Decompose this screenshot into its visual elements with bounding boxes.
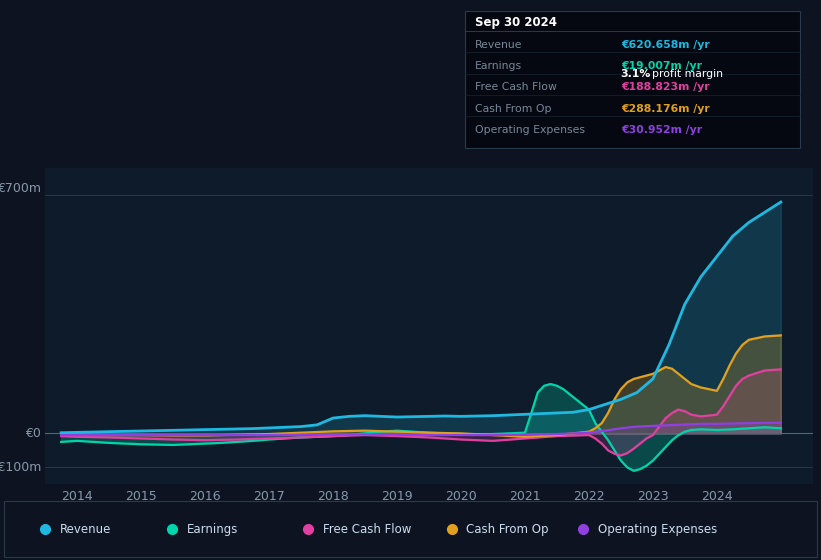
Text: Sep 30 2024: Sep 30 2024 <box>475 16 557 30</box>
Text: Cash From Op: Cash From Op <box>475 104 551 114</box>
Text: Revenue: Revenue <box>60 522 112 536</box>
Text: Earnings: Earnings <box>475 61 521 71</box>
Text: Operating Expenses: Operating Expenses <box>598 522 717 536</box>
Text: Cash From Op: Cash From Op <box>466 522 548 536</box>
Text: Revenue: Revenue <box>475 40 522 50</box>
Text: €188.823m /yr: €188.823m /yr <box>621 82 709 92</box>
Text: Free Cash Flow: Free Cash Flow <box>475 82 557 92</box>
Text: €19.007m /yr: €19.007m /yr <box>621 61 702 71</box>
Text: €0: €0 <box>25 427 41 440</box>
Text: €30.952m /yr: €30.952m /yr <box>621 125 702 135</box>
Text: €288.176m /yr: €288.176m /yr <box>621 104 709 114</box>
Text: profit margin: profit margin <box>652 69 722 79</box>
Text: €620.658m /yr: €620.658m /yr <box>621 40 709 50</box>
Text: Operating Expenses: Operating Expenses <box>475 125 585 135</box>
Text: €700m: €700m <box>0 182 41 195</box>
Text: Earnings: Earnings <box>187 522 239 536</box>
Text: 3.1%: 3.1% <box>621 69 651 79</box>
Text: -€100m: -€100m <box>0 461 41 474</box>
Text: Free Cash Flow: Free Cash Flow <box>323 522 411 536</box>
